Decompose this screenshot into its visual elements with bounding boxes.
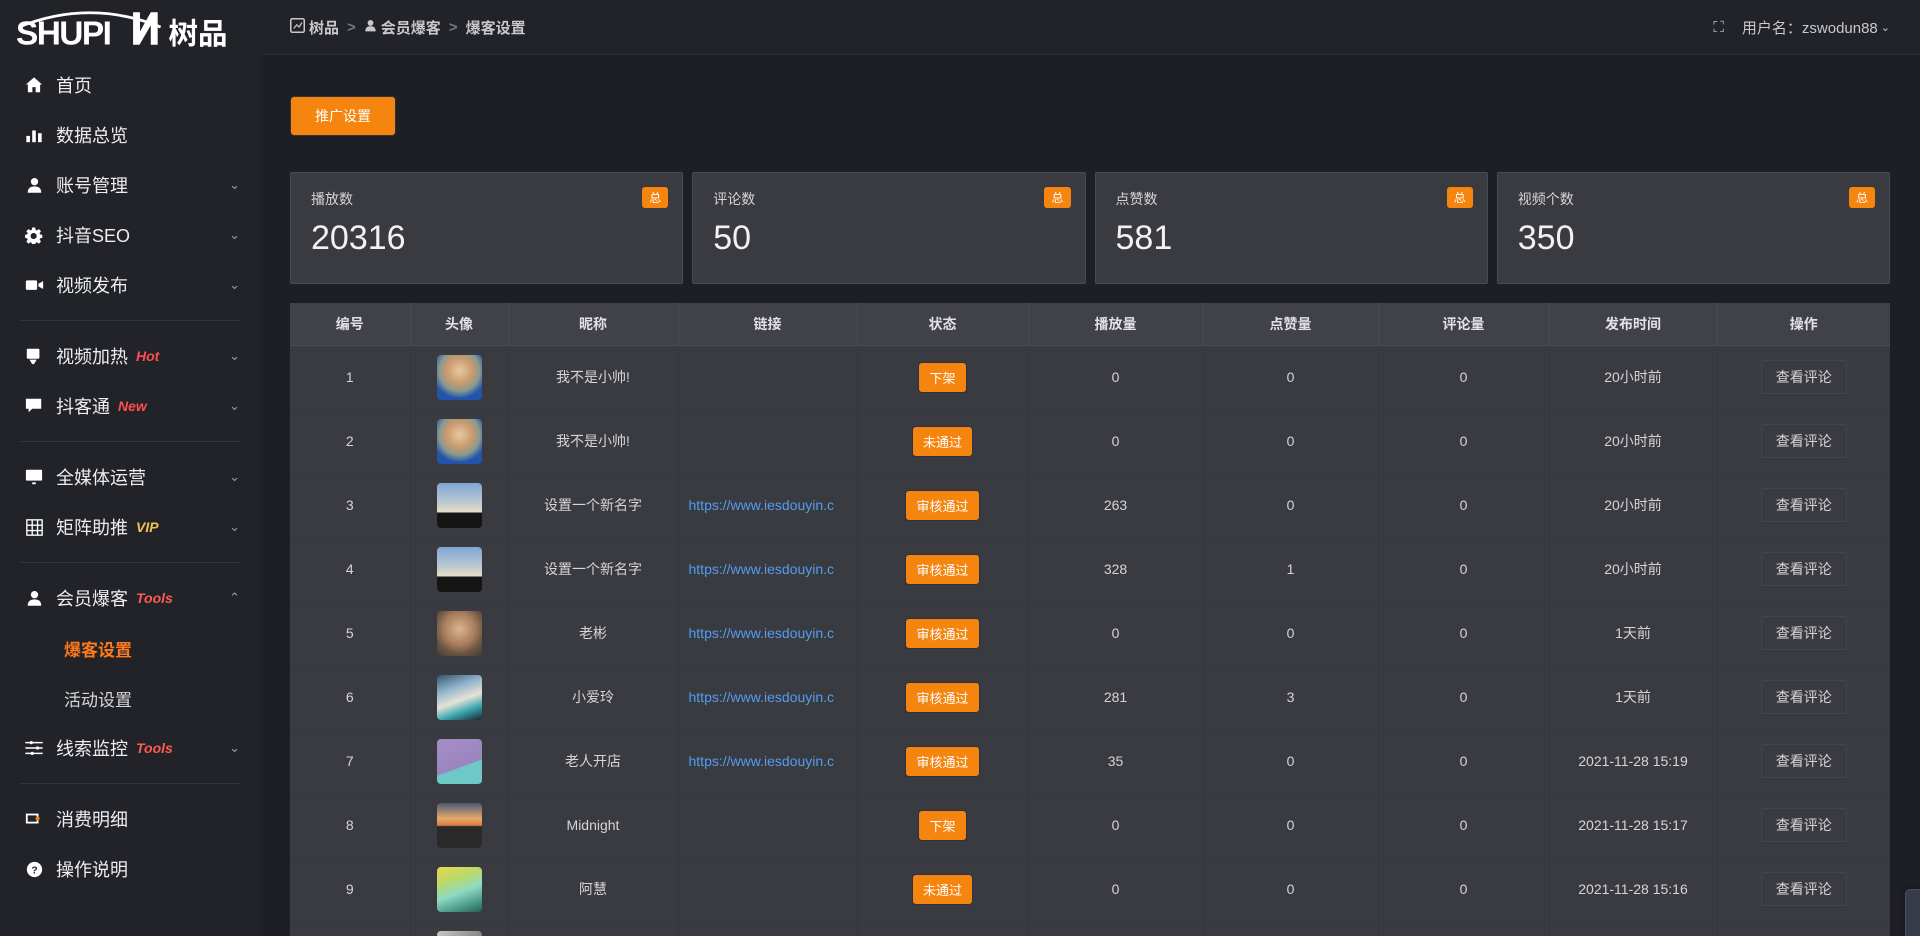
svg-text:树品: 树品: [169, 11, 228, 53]
svg-text:SHUPI: SHUPI: [16, 16, 111, 53]
svg-text:?: ?: [31, 865, 37, 876]
